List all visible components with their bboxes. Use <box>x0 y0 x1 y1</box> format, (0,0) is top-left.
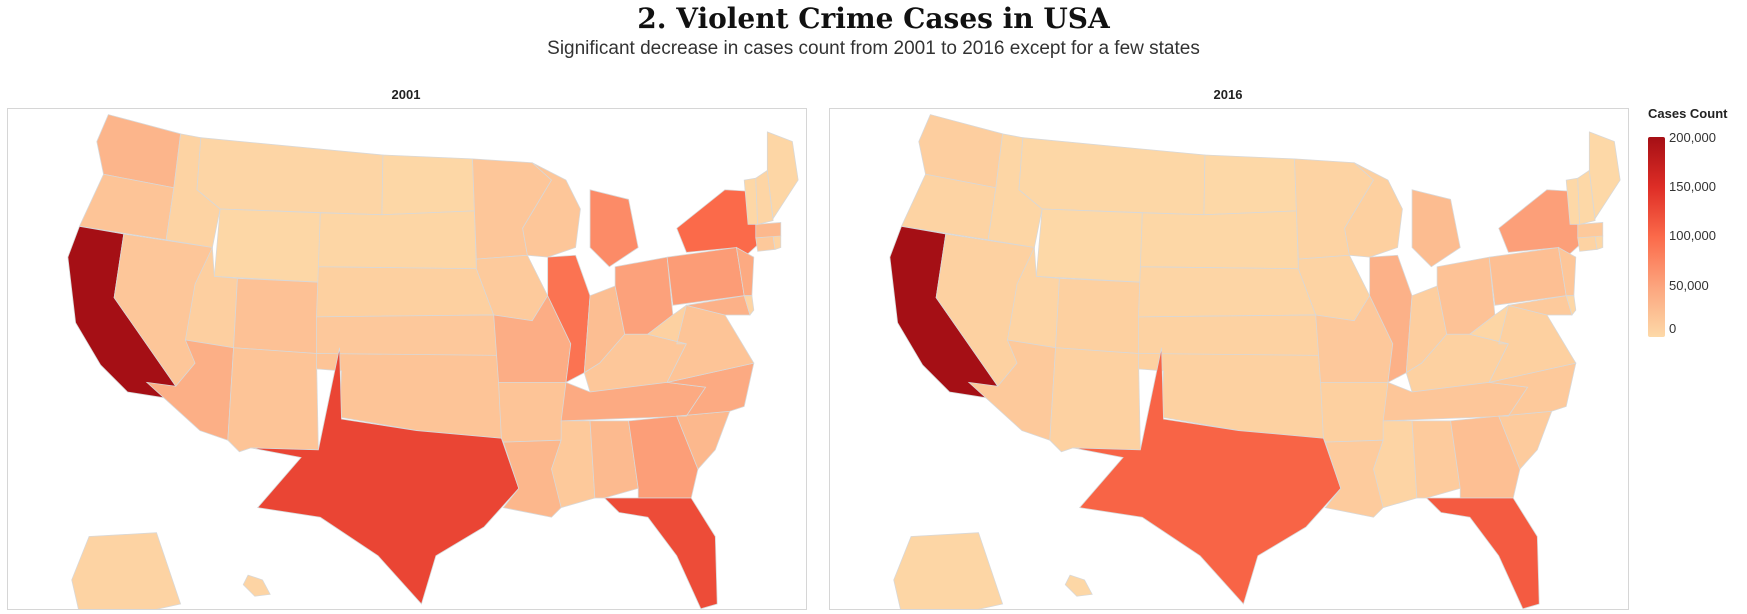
state-al[interactable] <box>1411 420 1461 499</box>
state-il[interactable] <box>1369 254 1413 384</box>
panel-label-2001: 2001 <box>391 87 421 102</box>
state-wy[interactable] <box>213 208 321 283</box>
state-nd[interactable] <box>1203 154 1297 216</box>
state-ct[interactable] <box>755 235 776 252</box>
state-nm[interactable] <box>1049 347 1141 453</box>
legend-tick-label: 50,000 <box>1669 278 1709 293</box>
state-ct[interactable] <box>1577 235 1598 252</box>
state-ma[interactable] <box>1577 222 1604 239</box>
map-panel-2001[interactable] <box>7 108 807 610</box>
state-ma[interactable] <box>755 222 782 239</box>
legend-title: Cases Count <box>1648 106 1728 121</box>
state-fl[interactable] <box>1425 497 1540 609</box>
state-al[interactable] <box>589 420 639 499</box>
state-ak[interactable] <box>893 532 1004 609</box>
state-ar[interactable] <box>498 382 567 443</box>
state-ny[interactable] <box>1498 189 1588 258</box>
state-co[interactable] <box>233 277 319 354</box>
state-mi[interactable] <box>1411 189 1461 268</box>
state-co[interactable] <box>1055 277 1141 354</box>
state-de[interactable] <box>743 295 755 316</box>
state-sd[interactable] <box>1139 210 1299 270</box>
state-me[interactable] <box>1588 131 1621 220</box>
state-tx[interactable] <box>250 347 520 605</box>
legend-tick-label: 100,000 <box>1669 228 1716 243</box>
state-wy[interactable] <box>1035 208 1143 283</box>
state-ne[interactable] <box>316 266 495 318</box>
state-il[interactable] <box>547 254 591 384</box>
state-mt[interactable] <box>1018 137 1206 216</box>
state-de[interactable] <box>1565 295 1577 316</box>
legend-color-ramp <box>1648 137 1665 337</box>
us-map-2016 <box>889 114 1621 609</box>
state-ny[interactable] <box>676 189 766 258</box>
legend-tick-label: 0 <box>1669 321 1677 336</box>
state-ar[interactable] <box>1320 382 1389 443</box>
state-hi[interactable] <box>1064 574 1093 597</box>
map-panel-2016[interactable] <box>829 108 1629 610</box>
state-nc[interactable] <box>667 362 755 417</box>
state-wv[interactable] <box>646 304 688 345</box>
legend-tick-label: 150,000 <box>1669 179 1716 194</box>
us-map-2001 <box>67 114 799 609</box>
state-sd[interactable] <box>317 210 477 270</box>
state-pa[interactable] <box>666 247 745 306</box>
legend-tick-label: 200,000 <box>1669 130 1716 145</box>
state-nd[interactable] <box>381 154 475 216</box>
state-mt[interactable] <box>196 137 384 216</box>
state-wv[interactable] <box>1468 304 1510 345</box>
state-nc[interactable] <box>1489 362 1577 417</box>
state-tx[interactable] <box>1072 347 1342 605</box>
state-nm[interactable] <box>227 347 319 453</box>
panel-label-2016: 2016 <box>1213 87 1243 102</box>
state-ak[interactable] <box>71 532 182 609</box>
chart-title: 2. Violent Crime Cases in USA <box>637 2 1110 35</box>
state-hi[interactable] <box>242 574 271 597</box>
state-fl[interactable] <box>603 497 718 609</box>
state-me[interactable] <box>766 131 799 220</box>
state-ne[interactable] <box>1138 266 1317 318</box>
state-pa[interactable] <box>1488 247 1567 306</box>
state-mi[interactable] <box>589 189 639 268</box>
chart-subtitle: Significant decrease in cases count from… <box>547 38 1200 59</box>
